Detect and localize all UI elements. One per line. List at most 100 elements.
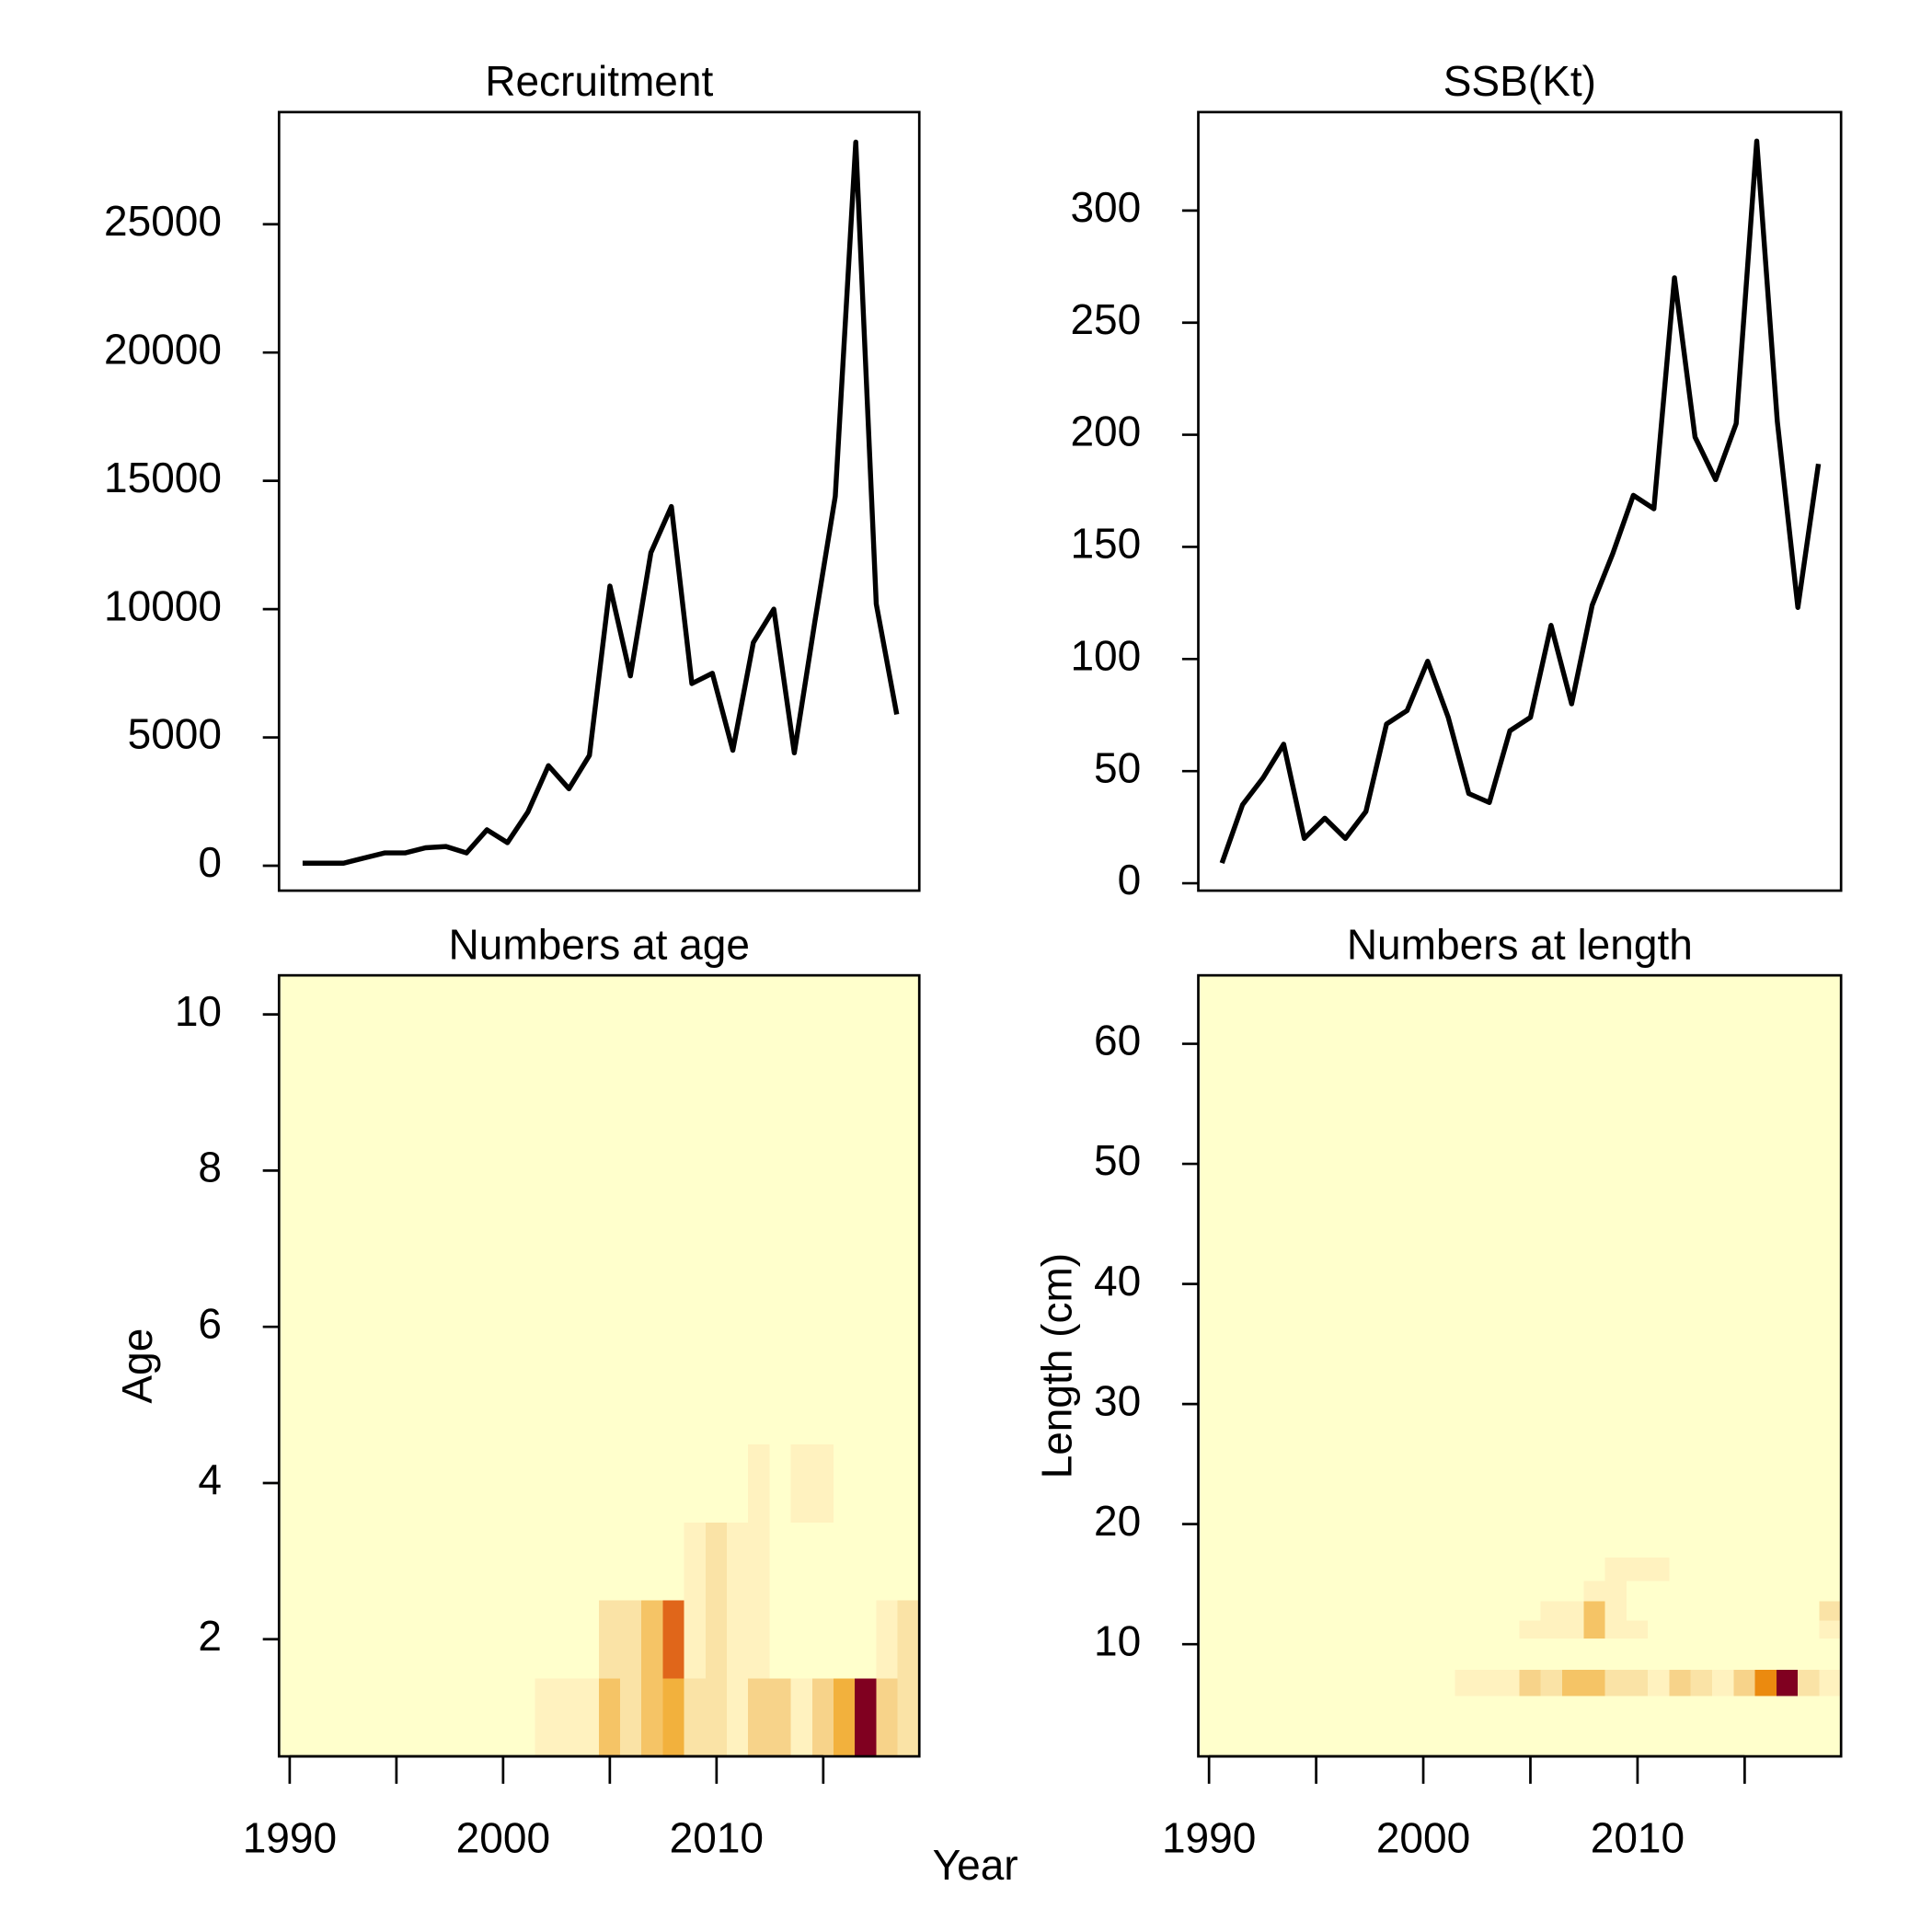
x-tick-label: 2000 (1376, 1813, 1470, 1861)
panel-title: Recruitment (485, 57, 713, 105)
heat-cell (491, 1287, 514, 1367)
heat-cell (1390, 1619, 1413, 1639)
heat-cell (470, 974, 493, 1054)
y-tick-label: 50 (1094, 1136, 1141, 1184)
heat-cell (407, 974, 430, 1054)
heat-cell (598, 1052, 621, 1133)
heat-cell (385, 1365, 408, 1444)
heat-cell (342, 1131, 365, 1211)
heat-cell (598, 1131, 621, 1211)
y-tick-label: 200 (1070, 408, 1141, 455)
heat-cell (535, 1677, 558, 1757)
panel: Recruitment 0 5000 10000 15000 20000 25000 (104, 57, 921, 892)
y-tick-label: 20 (1094, 1497, 1141, 1545)
panel: Numbers at length 10 20 30 40 50 60 1990 2000 201… (1032, 921, 1843, 1861)
heat-cell (535, 1287, 558, 1367)
heat-cell (321, 1599, 344, 1679)
x-tick-label: 2000 (456, 1813, 550, 1861)
plot-frame (1197, 110, 1843, 892)
heat-cell (811, 1677, 834, 1757)
heat-cell (363, 1052, 386, 1133)
heat-cell (300, 1209, 323, 1289)
heat-cell (1626, 1669, 1649, 1696)
heat-cell (1519, 1669, 1542, 1696)
heat-cell (1240, 1580, 1263, 1602)
heat-cell (577, 1443, 600, 1523)
heat-cell (1583, 1580, 1606, 1602)
data-line (1219, 138, 1822, 865)
heat-cell (1562, 1600, 1585, 1621)
heat-cell (513, 974, 536, 1054)
heat-cell (1369, 1638, 1392, 1670)
heat-cell (641, 1052, 664, 1133)
heat-cell (1583, 1638, 1606, 1670)
heat-cell (300, 1443, 323, 1523)
heat-cell (1604, 1557, 1627, 1581)
heat-cell (385, 974, 408, 1054)
heat-cell (1733, 1619, 1756, 1639)
heat-cell (1712, 1600, 1735, 1621)
heat-cell (1240, 1600, 1263, 1621)
heat-cell (1476, 1619, 1499, 1639)
heat-cell (897, 1443, 920, 1523)
heat-cell (1283, 1600, 1306, 1621)
heat-cell (598, 1209, 621, 1289)
heat-cell (620, 1209, 643, 1289)
plot-frame (277, 110, 921, 892)
heat-cell (855, 1677, 878, 1757)
heat-cell (1305, 1619, 1328, 1639)
heat-cell (577, 1599, 600, 1679)
heat-cell (300, 1522, 323, 1601)
heat-cell (1819, 1580, 1842, 1602)
heat-cell (470, 1052, 493, 1133)
heat-cell (811, 1052, 834, 1133)
heat-cell (556, 1677, 579, 1757)
heat-cell (535, 1365, 558, 1444)
heat-cell (556, 1365, 579, 1444)
heat-cell (1411, 1600, 1435, 1621)
heat-cell (577, 1131, 600, 1211)
heat-cell (1411, 1638, 1435, 1670)
heat-cell (855, 1599, 878, 1679)
heat-cell (790, 974, 813, 1054)
heat-cell (790, 1209, 813, 1289)
heat-cell (470, 1131, 493, 1211)
heat-cell (1562, 1580, 1585, 1602)
heat-cell (363, 1131, 386, 1211)
heat-cell (1733, 1580, 1756, 1602)
heat-cell (1562, 1638, 1585, 1670)
heat-cell (662, 974, 685, 1054)
heat-cell (278, 1287, 301, 1367)
heat-cell (278, 974, 301, 1054)
y-tick-label: 30 (1094, 1376, 1141, 1424)
heat-cell (727, 1365, 750, 1444)
heat-cell (1455, 1638, 1478, 1670)
heat-cell (385, 1209, 408, 1289)
x-tick-label: 2010 (670, 1813, 764, 1861)
heat-cell (876, 1443, 899, 1523)
heat-cell (684, 1365, 707, 1444)
heat-cell (407, 1287, 430, 1367)
heat-cell (620, 1365, 643, 1444)
heat-cell (556, 1209, 579, 1289)
heat-cell (1540, 1580, 1563, 1602)
heat-cell (598, 1599, 621, 1679)
heat-cell (1198, 1557, 1221, 1581)
heat-cell (662, 1287, 685, 1367)
heat-cell (300, 1599, 323, 1679)
heat-cell (705, 1443, 728, 1523)
heat-cell (1261, 1638, 1285, 1670)
y-tick-label: 250 (1070, 295, 1141, 343)
heat-cell (470, 1365, 493, 1444)
heat-cell (1712, 1557, 1735, 1581)
heat-cell (705, 1209, 728, 1289)
heat-cell (1648, 1557, 1671, 1581)
y-axis-label: Length (cm) (1032, 1253, 1080, 1479)
heat-cell (1198, 1580, 1221, 1602)
heat-cell (620, 1677, 643, 1757)
heat-cell (1690, 1619, 1713, 1639)
heat-cell (1540, 1600, 1563, 1621)
heat-cell (1583, 1557, 1606, 1581)
heat-cell (769, 1522, 792, 1601)
heat-cell (300, 1677, 323, 1757)
